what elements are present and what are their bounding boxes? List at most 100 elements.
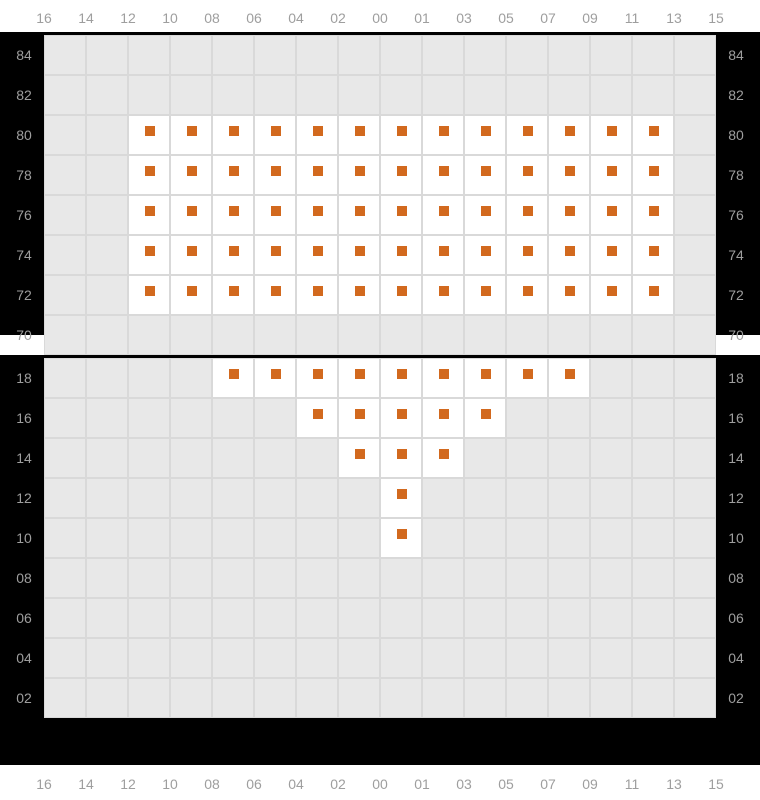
cell bbox=[464, 75, 506, 115]
cell-marker-icon bbox=[187, 126, 197, 136]
col-label: 05 bbox=[485, 8, 527, 28]
column-labels-top: 1614121008060402000103050709111315 bbox=[0, 8, 760, 28]
cell bbox=[212, 558, 254, 598]
cell-active bbox=[506, 275, 548, 315]
cell-active bbox=[254, 115, 296, 155]
cell bbox=[170, 638, 212, 678]
cell-marker-icon bbox=[607, 206, 617, 216]
panel-top: 8482807876747270 8482807876747270 bbox=[0, 32, 760, 335]
cell bbox=[632, 558, 674, 598]
col-label: 10 bbox=[149, 774, 191, 794]
cell-active bbox=[338, 155, 380, 195]
cell-active bbox=[170, 235, 212, 275]
cell-marker-icon bbox=[439, 369, 449, 379]
cell bbox=[464, 638, 506, 678]
cell-active bbox=[380, 438, 422, 478]
cell-active bbox=[254, 275, 296, 315]
cell-active bbox=[548, 358, 590, 398]
cell-marker-icon bbox=[565, 286, 575, 296]
cell bbox=[296, 598, 338, 638]
cell bbox=[86, 115, 128, 155]
cell-active bbox=[128, 115, 170, 155]
cell bbox=[254, 75, 296, 115]
cell bbox=[44, 678, 86, 718]
cell-active bbox=[380, 358, 422, 398]
cell bbox=[86, 438, 128, 478]
cell bbox=[464, 598, 506, 638]
col-label: 07 bbox=[527, 774, 569, 794]
row-label: 12 bbox=[10, 478, 38, 518]
cell bbox=[44, 478, 86, 518]
cell-marker-icon bbox=[523, 166, 533, 176]
cell bbox=[464, 678, 506, 718]
cell-active bbox=[296, 275, 338, 315]
row-label: 16 bbox=[10, 398, 38, 438]
row-label: 18 bbox=[722, 358, 750, 398]
col-label: 01 bbox=[401, 774, 443, 794]
cell bbox=[590, 75, 632, 115]
cell bbox=[170, 315, 212, 355]
cell bbox=[674, 518, 716, 558]
cell-active bbox=[296, 358, 338, 398]
cell-marker-icon bbox=[565, 369, 575, 379]
cell-marker-icon bbox=[439, 409, 449, 419]
cell-active bbox=[380, 275, 422, 315]
cell-active bbox=[380, 235, 422, 275]
cell bbox=[506, 478, 548, 518]
cell bbox=[506, 438, 548, 478]
cell bbox=[254, 315, 296, 355]
cell bbox=[254, 35, 296, 75]
cell bbox=[170, 558, 212, 598]
cell bbox=[674, 598, 716, 638]
cell-active bbox=[422, 195, 464, 235]
cell bbox=[296, 638, 338, 678]
cell-marker-icon bbox=[229, 286, 239, 296]
cell-marker-icon bbox=[649, 286, 659, 296]
cell bbox=[44, 438, 86, 478]
cell-active bbox=[170, 155, 212, 195]
cell bbox=[506, 678, 548, 718]
col-label: 16 bbox=[23, 8, 65, 28]
row-label: 70 bbox=[722, 315, 750, 355]
cell bbox=[506, 398, 548, 438]
col-label: 09 bbox=[569, 8, 611, 28]
cell bbox=[464, 558, 506, 598]
cell-active bbox=[422, 235, 464, 275]
col-label: 13 bbox=[653, 8, 695, 28]
cell bbox=[422, 598, 464, 638]
cell-marker-icon bbox=[481, 246, 491, 256]
cell bbox=[506, 315, 548, 355]
cell bbox=[674, 75, 716, 115]
cell bbox=[128, 518, 170, 558]
row-label: 18 bbox=[10, 358, 38, 398]
col-label: 01 bbox=[401, 8, 443, 28]
cell bbox=[380, 678, 422, 718]
cell bbox=[86, 235, 128, 275]
row-label: 06 bbox=[722, 598, 750, 638]
cell-active bbox=[212, 195, 254, 235]
cell bbox=[44, 398, 86, 438]
cell bbox=[548, 35, 590, 75]
cell bbox=[296, 558, 338, 598]
cell bbox=[422, 558, 464, 598]
cell-active bbox=[380, 195, 422, 235]
cell-active bbox=[422, 398, 464, 438]
cell bbox=[548, 438, 590, 478]
row-label: 80 bbox=[722, 115, 750, 155]
cell bbox=[674, 638, 716, 678]
cell-marker-icon bbox=[523, 286, 533, 296]
cell bbox=[632, 518, 674, 558]
cell bbox=[380, 75, 422, 115]
cell-marker-icon bbox=[481, 409, 491, 419]
cell bbox=[674, 438, 716, 478]
cell bbox=[464, 438, 506, 478]
cell bbox=[380, 638, 422, 678]
cell-active bbox=[128, 235, 170, 275]
cell bbox=[548, 558, 590, 598]
cell-marker-icon bbox=[271, 126, 281, 136]
cell-marker-icon bbox=[229, 166, 239, 176]
cell-active bbox=[632, 235, 674, 275]
col-label: 15 bbox=[695, 774, 737, 794]
cell bbox=[380, 315, 422, 355]
cell bbox=[170, 398, 212, 438]
